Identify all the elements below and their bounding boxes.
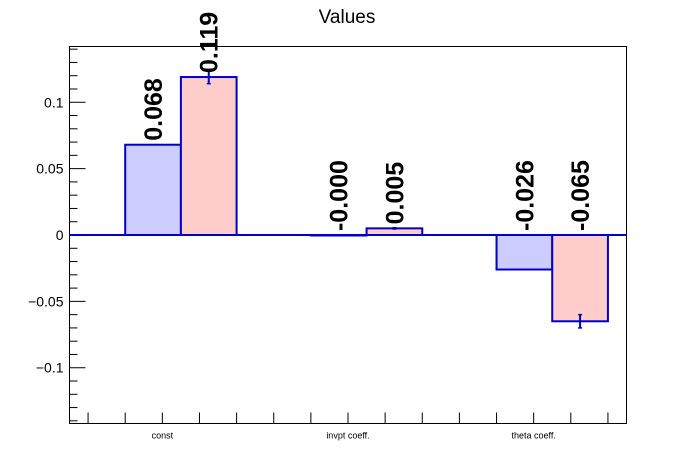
chart-title: Values: [319, 7, 376, 28]
y-tick-label: −0.1: [36, 360, 64, 376]
bar-value-label: -0.000: [326, 160, 354, 231]
x-category-label: invpt coeff.: [326, 431, 369, 441]
bar-value-label: -0.065: [567, 160, 595, 231]
y-axis: 0.1 0.05 0 −0.05 −0.1: [28, 48, 86, 422]
bar-value-label: 0.119: [196, 12, 224, 73]
x-category-label: const: [152, 431, 174, 441]
bar: [551, 234, 609, 323]
y-tick-label: −0.05: [28, 293, 64, 309]
bar: [124, 143, 182, 236]
bar: [179, 76, 238, 236]
x-category-label: theta coeff.: [511, 431, 555, 441]
x-axis: const invpt coeff. theta coeff.: [87, 412, 609, 441]
bar: [495, 234, 554, 271]
bar-value-label: -0.026: [511, 160, 539, 231]
y-tick-label: 0.1: [44, 94, 64, 110]
bar-value-label: 0.068: [140, 78, 168, 141]
y-tick-label: 0.05: [36, 161, 63, 177]
y-tick-label: 0: [56, 227, 64, 243]
bar-value-label: 0.005: [381, 162, 409, 225]
value-labels: 0.068 -0.000 -0.026 0.119 0.005 -0.065: [140, 12, 595, 231]
bars: [69, 69, 627, 329]
